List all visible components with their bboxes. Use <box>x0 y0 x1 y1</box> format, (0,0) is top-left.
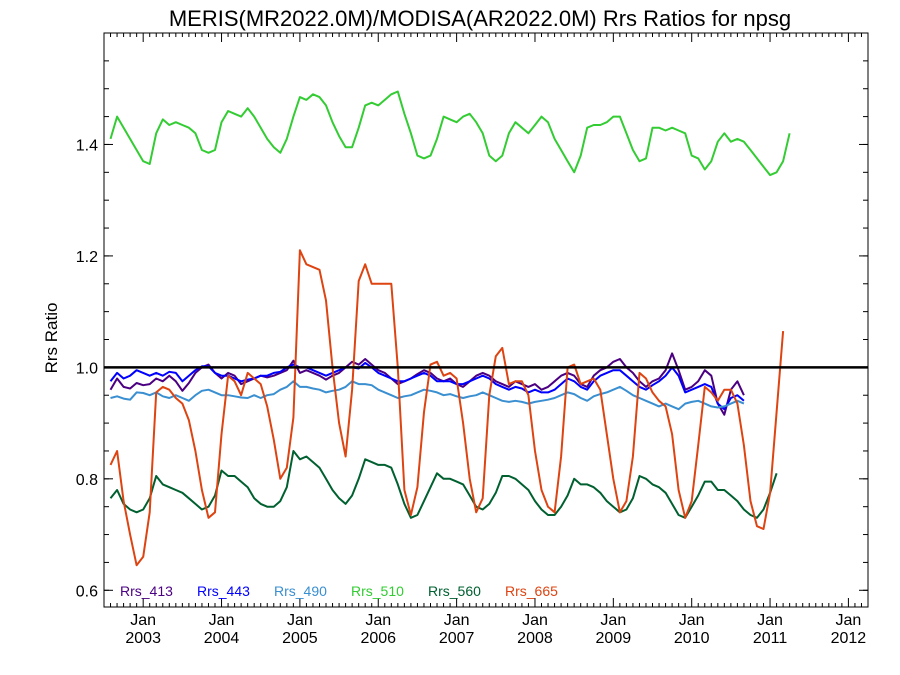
x-tick-year-label: 2005 <box>282 630 318 647</box>
x-tick-year-label: 2007 <box>439 630 475 647</box>
y-tick-label: 0.8 <box>76 472 98 489</box>
x-tick-month-label: Jan <box>444 612 470 629</box>
x-tick-month-label: Jan <box>600 612 626 629</box>
series-line-rrs-510 <box>109 90 791 177</box>
y-ticks: 0.6 0.8 1.0 1.2 1.4 <box>76 32 868 600</box>
y-tick-label: 1.4 <box>76 137 98 154</box>
x-tick-year-label: 2008 <box>517 630 553 647</box>
legend-entry-rrs-413: Rrs_413 <box>120 583 173 599</box>
x-tick-month-label: Jan <box>209 612 235 629</box>
legend-entry-rrs-665: Rrs_665 <box>505 583 558 599</box>
x-ticks: Jan2003Jan2004Jan2005Jan2006Jan2007Jan20… <box>103 33 869 647</box>
chart-title: MERIS(MR2022.0M)/MODISA(AR2022.0M) Rrs R… <box>169 6 791 31</box>
legend-entry-rrs-490: Rrs_490 <box>274 583 327 599</box>
legend-entry-rrs-510: Rrs_510 <box>351 583 404 599</box>
legend-entry-rrs-443: Rrs_443 <box>197 583 250 599</box>
x-tick-year-label: 2003 <box>125 630 161 647</box>
y-axis-label: Rrs Ratio <box>42 303 61 374</box>
legend: Rrs_413 Rrs_443 Rrs_490 Rrs_510 Rrs_560 Rrs_6… <box>120 583 558 599</box>
x-tick-month-label: Jan <box>130 612 156 629</box>
x-tick-month-label: Jan <box>679 612 705 629</box>
x-tick-month-label: Jan <box>522 612 548 629</box>
x-tick-year-label: 2012 <box>831 630 867 647</box>
series-line-rrs-560 <box>109 450 778 519</box>
x-tick-year-label: 2006 <box>360 630 396 647</box>
x-tick-year-label: 2009 <box>596 630 632 647</box>
x-tick-year-label: 2011 <box>753 630 788 647</box>
x-tick-year-label: 2010 <box>674 630 710 647</box>
x-tick-month-label: Jan <box>757 612 783 629</box>
legend-entry-rrs-560: Rrs_560 <box>428 583 481 599</box>
plot-frame <box>103 32 869 608</box>
x-tick-month-label: Jan <box>287 612 313 629</box>
x-tick-month-label: Jan <box>836 612 862 629</box>
x-tick-year-label: 2004 <box>204 630 240 647</box>
y-tick-label: 1.0 <box>76 360 98 377</box>
x-tick-month-label: Jan <box>365 612 391 629</box>
y-tick-label: 1.2 <box>76 249 98 266</box>
y-tick-label: 0.6 <box>76 583 98 600</box>
series-line-rrs-665 <box>109 249 785 567</box>
series-lines <box>109 90 791 567</box>
